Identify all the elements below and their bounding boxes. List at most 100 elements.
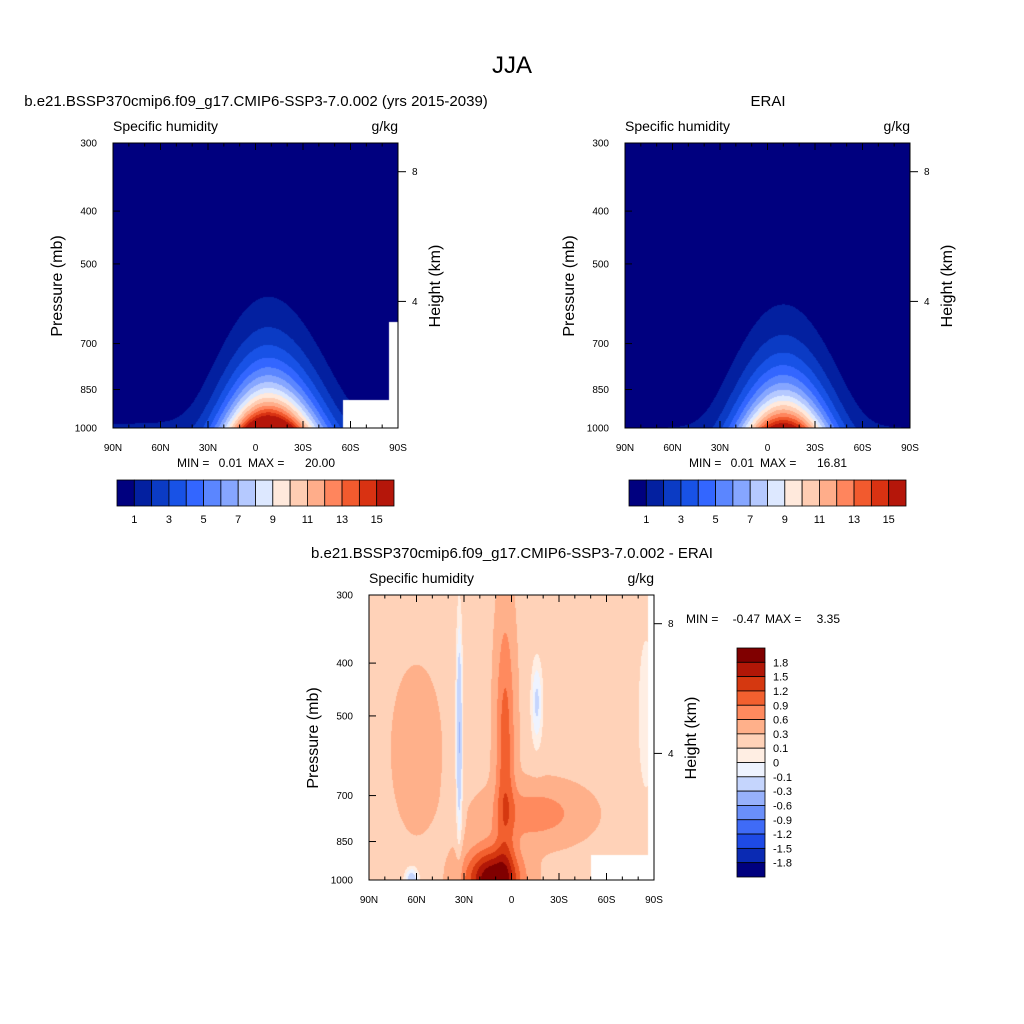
colorbar-swatch — [732, 479, 751, 507]
contour-field-image — [369, 595, 654, 880]
colorbar-swatch — [645, 479, 665, 507]
colorbar-swatch — [736, 805, 766, 821]
colorbar-label: -1.5 — [773, 843, 792, 855]
y-tick-label: 700 — [80, 339, 97, 350]
panel-model-units: g/kg — [372, 118, 398, 134]
colorbar-swatch — [736, 762, 766, 778]
y-right-tick-label: 4 — [924, 297, 930, 308]
y-right-tick-label: 8 — [924, 167, 930, 178]
panel-diff-axes: 90N 60N 30N 0 30S 60S 90S 300 400 500 700 850 1000 8 4 — [331, 591, 674, 907]
colorbar-swatch — [736, 819, 766, 835]
y-tick-label: 1000 — [587, 424, 610, 435]
colorbar-swatch — [663, 479, 682, 507]
colorbar-swatch — [784, 479, 803, 507]
y-tick-label: 400 — [336, 659, 353, 670]
colorbar-label: -0.6 — [773, 800, 792, 812]
panel-erai-min-label: MIN = — [689, 456, 721, 470]
panel-erai-axes: 90N 60N 30N 0 30S 60S 90S 300 400 500 700 850 1000 8 4 — [587, 139, 930, 455]
x-tick-label: 90N — [616, 443, 634, 454]
colorbar-label: 13 — [848, 514, 860, 526]
panel-diff-colorbar: 1.8 1.5 1.2 0.9 0.6 0.3 0.1 0 -0.1 -0.3 -0.6 -0.9 -1… — [736, 647, 792, 878]
panel-model-plot — [113, 143, 398, 428]
colorbar-label: 0 — [773, 758, 779, 770]
panel-model-minmax: MIN = 0.01 MAX = 20.00 — [177, 456, 335, 470]
colorbar-swatch — [255, 479, 274, 507]
x-tick-label: 30S — [550, 895, 568, 906]
colorbar-label: 15 — [371, 514, 383, 526]
colorbar-swatch — [220, 479, 239, 507]
colorbar-label: 0.6 — [773, 715, 788, 727]
panel-diff-variable: Specific humidity — [369, 570, 474, 586]
panel-diff-minmax: MIN = -0.47 MAX = 3.35 — [686, 612, 840, 626]
panel-diff-max-label: MAX = — [765, 612, 801, 626]
colorbar-swatch — [801, 479, 820, 507]
panel-erai-title: ERAI — [750, 93, 785, 110]
panel-model-ylabel: Pressure (mb) — [49, 235, 66, 336]
colorbar-swatch — [307, 479, 326, 507]
panel-diff-max-value: 3.35 — [817, 612, 841, 626]
colorbar-swatch — [736, 733, 766, 749]
colorbar-swatch — [341, 479, 360, 507]
colorbar-swatch — [736, 719, 766, 735]
colorbar-label: 11 — [302, 514, 313, 526]
y-tick-label: 1000 — [75, 424, 98, 435]
contour-field-image — [625, 143, 910, 428]
colorbar-label: 3 — [166, 514, 172, 526]
colorbar-label: -1.8 — [773, 858, 792, 870]
y-tick-label: 850 — [336, 837, 353, 848]
panel-model-ylabel-right: Height (km) — [427, 245, 444, 328]
colorbar-swatch — [736, 833, 766, 849]
x-tick-label: 30S — [294, 443, 312, 454]
colorbar-label: 9 — [782, 514, 788, 526]
colorbar-swatch — [870, 479, 890, 507]
colorbar-label: 7 — [747, 514, 753, 526]
colorbar-label: 0.3 — [773, 729, 788, 741]
panel-erai-variable: Specific humidity — [625, 118, 730, 134]
y-tick-label: 300 — [80, 139, 97, 150]
figure-title: JJA — [492, 52, 532, 79]
colorbar-label: -0.3 — [773, 786, 792, 798]
colorbar-label: 3 — [678, 514, 684, 526]
y-right-tick-label: 4 — [412, 297, 418, 308]
colorbar-swatch — [888, 479, 907, 507]
panel-diff-plot — [369, 595, 654, 880]
colorbar-swatch — [628, 479, 647, 507]
colorbar-swatch — [289, 479, 308, 507]
colorbar-swatch — [715, 479, 734, 507]
panel-model-max-value: 20.00 — [305, 456, 335, 470]
x-tick-label: 90N — [104, 443, 122, 454]
colorbar-label: 9 — [270, 514, 276, 526]
x-tick-label: 60N — [407, 895, 425, 906]
x-tick-label: 60S — [854, 443, 872, 454]
panel-erai-ylabel: Pressure (mb) — [561, 235, 578, 336]
colorbar-swatch — [736, 776, 766, 792]
panel-diff-min-label: MIN = — [686, 612, 718, 626]
y-tick-label: 700 — [592, 339, 609, 350]
y-tick-label: 1000 — [331, 876, 354, 887]
panel-erai-max-label: MAX = — [760, 456, 796, 470]
colorbar-swatch — [749, 479, 768, 507]
colorbar-label: -0.1 — [773, 772, 792, 784]
colorbar-label: 13 — [336, 514, 348, 526]
colorbar-label: 1.5 — [773, 672, 788, 684]
x-tick-label: 60N — [663, 443, 681, 454]
panel-model-min-label: MIN = — [177, 456, 209, 470]
colorbar-label: 1.8 — [773, 657, 788, 669]
colorbar-label: 1.2 — [773, 686, 788, 698]
colorbar-swatch — [736, 690, 766, 706]
panel-erai-units: g/kg — [884, 118, 910, 134]
colorbar-swatch — [133, 479, 153, 507]
x-tick-label: 30N — [455, 895, 473, 906]
y-right-tick-label: 4 — [668, 749, 674, 760]
panel-model-max-label: MAX = — [248, 456, 284, 470]
panel-erai-minmax: MIN = 0.01 MAX = 16.81 — [689, 456, 847, 470]
colorbar-swatch — [116, 479, 135, 507]
panel-model-axes: 90N 60N 30N 0 30S 60S 90S 300 400 500 700 850 1000 8 4 — [75, 139, 418, 455]
x-tick-label: 90N — [360, 895, 378, 906]
panel-model: b.e21.BSSP370cmip6.f09_g17.CMIP6-SSP3-7.… — [24, 93, 488, 526]
x-tick-label: 90S — [645, 895, 663, 906]
colorbar-label: -0.9 — [773, 815, 792, 827]
y-tick-label: 400 — [80, 207, 97, 218]
y-right-tick-label: 8 — [412, 167, 418, 178]
